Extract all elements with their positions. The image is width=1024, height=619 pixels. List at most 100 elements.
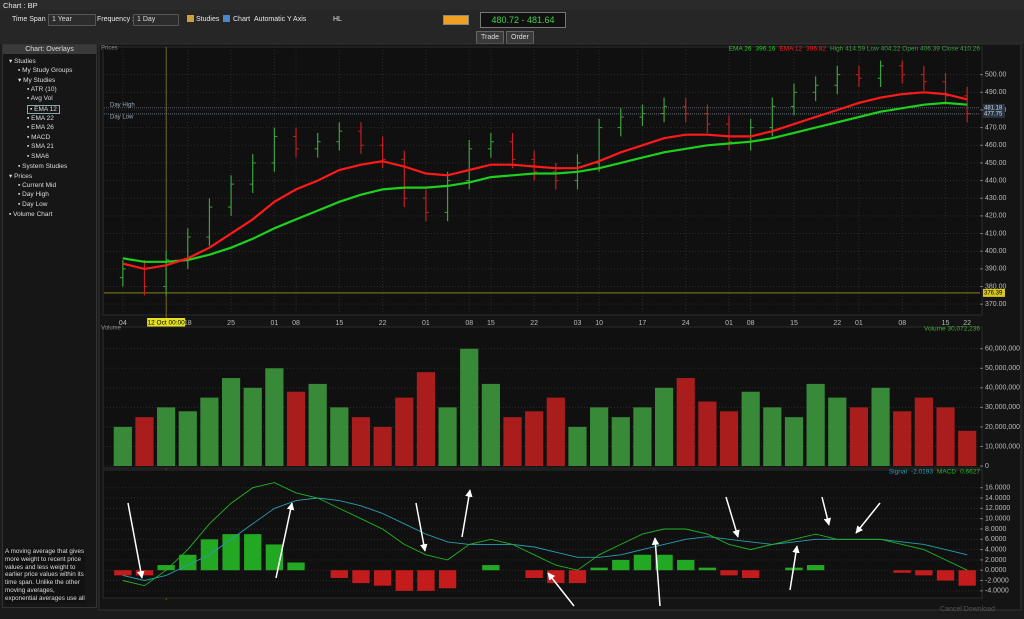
volume-bar: [784, 417, 804, 466]
window-title: Chart : BP: [3, 1, 38, 10]
x-tick-label: 08: [465, 320, 473, 327]
volume-bar: [503, 417, 522, 466]
y-tick-label: 470.00: [985, 124, 1007, 131]
x-tick-label: 22: [379, 320, 387, 327]
price-range: 480.72 - 481.64: [480, 12, 566, 28]
legend-entry: MACD: [937, 469, 956, 476]
tree-item[interactable]: ▪ My Study Groups: [18, 66, 73, 74]
volume-bar: [395, 397, 414, 466]
tree-item[interactable]: ▪ System Studies: [18, 162, 68, 170]
histogram-bar: [677, 559, 695, 571]
legend-entry: High 414.59 Low 404.22 Open 406.39 Close…: [830, 46, 980, 53]
y-tick-label: 8.0000: [985, 526, 1007, 533]
tree-item[interactable]: ▪ SMA6: [27, 153, 49, 160]
description: A moving average that gives more weight …: [5, 548, 85, 603]
y-tick-label: 0.0000: [985, 567, 1007, 574]
studies-icon: [187, 15, 194, 22]
y-tick-label: 490.00: [985, 89, 1007, 96]
x-tick-label: 01: [270, 320, 278, 327]
tree-item[interactable]: ▪ SMA 21: [27, 143, 54, 151]
y-tick-label: 6.0000: [985, 536, 1007, 543]
studies-button[interactable]: Studies: [196, 16, 220, 23]
panel-title: Volume: [101, 326, 122, 332]
time-span-label: Time Span :: [12, 16, 50, 23]
histogram-bar: [179, 554, 197, 571]
hl-button[interactable]: HL: [333, 16, 342, 23]
tree-item[interactable]: ▪ EMA 12: [27, 105, 60, 114]
tree-item[interactable]: ▾ Studies: [9, 58, 36, 65]
tree-item[interactable]: ▪ MACD: [27, 133, 51, 141]
y-tick-label: 410.00: [985, 230, 1007, 237]
volume-bar: [373, 426, 392, 466]
y-tick-label: 420.00: [985, 213, 1007, 220]
chart-button[interactable]: Chart: [233, 16, 251, 23]
tree-item[interactable]: ▪ Volume Chart: [9, 210, 53, 218]
color-button[interactable]: [443, 15, 469, 25]
volume-bar: [113, 426, 132, 466]
y-tick-label: 30,000,000: [985, 404, 1020, 411]
x-tick-label: 03: [574, 320, 582, 327]
y-axis-button[interactable]: Automatic Y Axis: [254, 16, 307, 23]
tree-item[interactable]: ▪ ATR (10): [27, 85, 57, 93]
x-tick-label: 15: [487, 320, 495, 327]
tree-item[interactable]: ▪ Day High: [18, 191, 49, 199]
y-tick-label: 430.00: [985, 195, 1007, 202]
histogram-bar: [915, 570, 933, 576]
tree-item[interactable]: ▪ Avg Vol: [27, 95, 53, 103]
histogram-bar: [525, 570, 543, 578]
legend-entry: EMA 26: [729, 46, 752, 53]
panel-title: Prices: [101, 46, 118, 52]
x-tick-label: 01: [422, 320, 430, 327]
title-bar: [0, 0, 1024, 10]
legend-entry: EMA 12: [779, 46, 802, 53]
histogram-bar: [698, 567, 717, 571]
histogram-bar: [936, 570, 955, 581]
crosshair-label-bg: [147, 318, 186, 327]
x-tick-label: 22: [530, 320, 538, 327]
volume-bar: [481, 383, 500, 466]
tree-item[interactable]: ▪ EMA 26: [27, 124, 54, 132]
tree-item[interactable]: ▾ Prices: [9, 173, 33, 181]
volume-bar: [849, 407, 869, 466]
x-tick-label: 08: [292, 320, 300, 327]
x-tick-label: 22: [963, 320, 971, 327]
volume-bar: [221, 378, 241, 466]
volume-bar: [936, 407, 955, 466]
volume-bar: [676, 378, 695, 466]
histogram-bar: [114, 570, 132, 576]
legend-entry: 396.16: [755, 46, 775, 53]
time-span-select[interactable]: 1 Year: [48, 14, 96, 26]
volume-bar: [416, 372, 436, 466]
tree-item[interactable]: ▪ Day Low: [18, 201, 48, 208]
frequency-select[interactable]: 1 Day: [133, 14, 179, 26]
histogram-bar: [352, 570, 370, 584]
x-tick-label: 22: [833, 320, 841, 327]
line: [122, 101, 968, 263]
histogram-bar: [547, 570, 565, 584]
tree-item[interactable]: ▪ EMA 22: [27, 114, 54, 122]
tree-item[interactable]: ▾ My Studies: [18, 77, 56, 85]
volume-bar: [568, 426, 587, 466]
legend-entry: Volume 30,072,236: [924, 326, 980, 333]
y-tick-label: 460.00: [985, 142, 1007, 149]
histogram-bar: [568, 570, 587, 584]
x-tick-label: 15: [335, 320, 343, 327]
x-tick-label: 04: [119, 320, 127, 327]
tree-item[interactable]: ▪ Current Mid: [18, 181, 57, 189]
x-tick-label: 12 Oct 00:00: [148, 320, 186, 327]
y-tick-label: 60,000,000: [985, 346, 1020, 353]
y-tick-label: 500.00: [985, 71, 1007, 78]
chart-icon: [223, 15, 230, 22]
x-tick-label: 01: [725, 320, 733, 327]
y-tick-label: 14.0000: [985, 495, 1010, 502]
reference-label: Day High: [110, 102, 135, 108]
legend-entry: -2.0193: [911, 469, 933, 476]
histogram-bar: [633, 554, 652, 571]
histogram-bar: [287, 562, 305, 571]
volume-bar: [719, 411, 739, 466]
legend-entry: 396.82: [806, 46, 826, 53]
reference-value: 481.18: [984, 105, 1003, 111]
volume-bar: [525, 411, 544, 466]
histogram-bar: [893, 570, 911, 573]
volume-bar: [243, 387, 262, 466]
